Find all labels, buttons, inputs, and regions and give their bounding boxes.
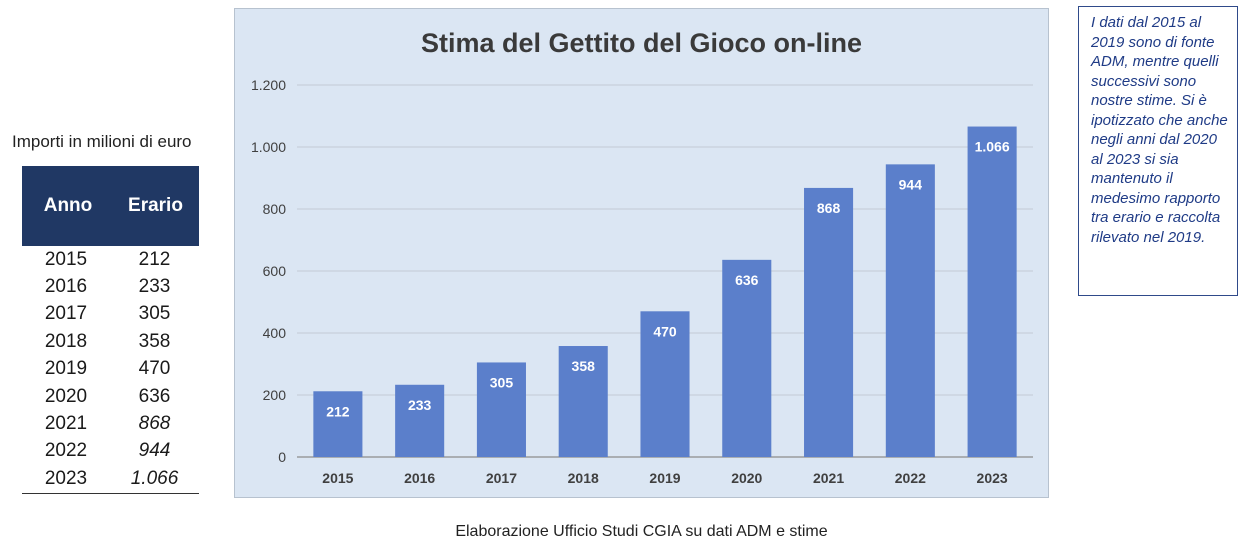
y-tick-label: 1.000 xyxy=(251,139,286,155)
table-cell-year: 2020 xyxy=(44,385,88,407)
table-cell-value: 944 xyxy=(138,440,171,462)
data-label: 358 xyxy=(572,358,596,374)
y-tick-label: 600 xyxy=(263,263,287,279)
bar xyxy=(476,362,526,457)
table-row: 2017 305 xyxy=(22,301,199,328)
y-tick-label: 200 xyxy=(263,387,287,403)
y-tick-label: 1.200 xyxy=(251,77,286,93)
data-label: 868 xyxy=(817,200,841,216)
data-table: Anno Erario 2015 212 2016 233 2017 305 2018 358… xyxy=(22,166,199,494)
table-row: 2019 470 xyxy=(22,356,199,383)
x-tick-label: 2017 xyxy=(486,470,517,486)
table-row: 2021 868 xyxy=(22,410,199,437)
data-label: 305 xyxy=(490,374,514,390)
table-row: 2015 212 xyxy=(22,246,199,273)
x-tick-label: 2022 xyxy=(895,470,926,486)
table-cell-value: 305 xyxy=(138,303,171,325)
table-row: 2023 1.066 xyxy=(22,465,199,494)
table-cell-value: 212 xyxy=(138,248,171,270)
bar xyxy=(395,384,445,457)
note-box: I dati dal 2015 al 2019 sono di fonte AD… xyxy=(1078,6,1238,296)
bar xyxy=(967,126,1017,457)
table-body: 2015 212 2016 233 2017 305 2018 358 2019 470 2020 6… xyxy=(22,246,199,494)
table-cell-year: 2015 xyxy=(44,248,88,270)
chart-title: Stima del Gettito del Gioco on-line xyxy=(420,28,863,58)
bar xyxy=(313,391,363,457)
table-cell-value: 636 xyxy=(138,385,171,407)
data-label: 470 xyxy=(653,323,677,339)
x-tick-label: 2021 xyxy=(813,470,844,486)
y-tick-label: 0 xyxy=(278,449,286,465)
bar xyxy=(640,311,690,457)
table-cell-year: 2022 xyxy=(44,440,88,462)
table-cell-value: 868 xyxy=(138,413,171,435)
x-tick-label: 2018 xyxy=(568,470,599,486)
table-cell-year: 2019 xyxy=(44,358,88,380)
data-label: 636 xyxy=(735,272,759,288)
bar xyxy=(722,259,772,457)
table-row: 2020 636 xyxy=(22,383,199,410)
table-row: 2016 233 xyxy=(22,273,199,300)
header-value: Erario xyxy=(128,195,183,216)
units-label: Importi in milioni di euro xyxy=(12,132,192,151)
x-tick-label: 2015 xyxy=(322,470,353,486)
y-tick-label: 400 xyxy=(263,325,287,341)
source-caption: Elaborazione Ufficio Studi CGIA su dati … xyxy=(455,523,828,540)
table-cell-value: 1.066 xyxy=(130,467,179,489)
bar xyxy=(558,346,608,457)
data-label: 944 xyxy=(899,176,923,192)
table-header: Anno Erario xyxy=(22,166,199,246)
y-tick-label: 800 xyxy=(263,201,287,217)
x-tick-label: 2019 xyxy=(649,470,680,486)
data-label: 233 xyxy=(408,397,432,413)
bar xyxy=(885,164,935,458)
x-tick-label: 2023 xyxy=(977,470,1008,486)
table-cell-value: 358 xyxy=(138,330,171,352)
table-row: 2018 358 xyxy=(22,328,199,355)
table-cell-year: 2018 xyxy=(44,330,88,352)
table-cell-year: 2021 xyxy=(44,413,88,435)
table-row: 2022 944 xyxy=(22,438,199,465)
data-label: 1.066 xyxy=(975,139,1010,155)
header-year: Anno xyxy=(43,195,93,216)
table-cell-value: 233 xyxy=(138,276,171,298)
table-cell-year: 2016 xyxy=(44,276,88,298)
x-tick-label: 2016 xyxy=(404,470,435,486)
x-tick-label: 2020 xyxy=(731,470,762,486)
table-cell-value: 470 xyxy=(138,358,171,380)
bar xyxy=(804,187,854,458)
table-cell-year: 2023 xyxy=(44,467,88,489)
data-label: 212 xyxy=(326,403,350,419)
table-cell-year: 2017 xyxy=(44,303,88,325)
